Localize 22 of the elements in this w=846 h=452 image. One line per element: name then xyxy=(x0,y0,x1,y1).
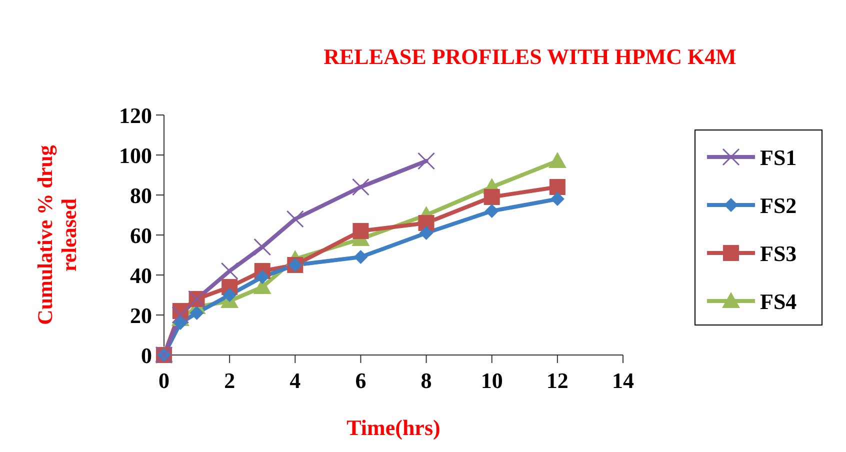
y-tick-label: 0 xyxy=(141,343,152,368)
legend-label: FS4 xyxy=(760,289,797,314)
y-tick-label: 40 xyxy=(130,263,152,288)
y-tick-label: 80 xyxy=(130,183,152,208)
y-axis-title: Cumulative % drug released xyxy=(33,144,81,325)
x-tick-label: 6 xyxy=(355,368,366,393)
legend-label: FS3 xyxy=(760,241,797,266)
x-tick-label: 12 xyxy=(546,368,568,393)
x-tick-label: 14 xyxy=(612,368,634,393)
x-axis-title: Time(hrs) xyxy=(346,415,440,440)
legend-label: FS1 xyxy=(760,145,797,170)
x-tick-label: 0 xyxy=(158,368,170,393)
y-tick-label: 60 xyxy=(130,223,152,248)
x-tick-label: 2 xyxy=(224,368,236,393)
x-tick-label: 4 xyxy=(290,368,301,393)
x-tick-label: 8 xyxy=(420,368,432,393)
x-tick-label: 10 xyxy=(480,368,503,393)
chart-title: RELEASE PROFILES WITH HPMC K4M xyxy=(324,44,737,69)
legend-label: FS2 xyxy=(760,193,797,218)
y-tick-label: 20 xyxy=(130,303,152,328)
y-tick-label: 120 xyxy=(119,103,152,128)
y-tick-label: 100 xyxy=(119,143,152,168)
